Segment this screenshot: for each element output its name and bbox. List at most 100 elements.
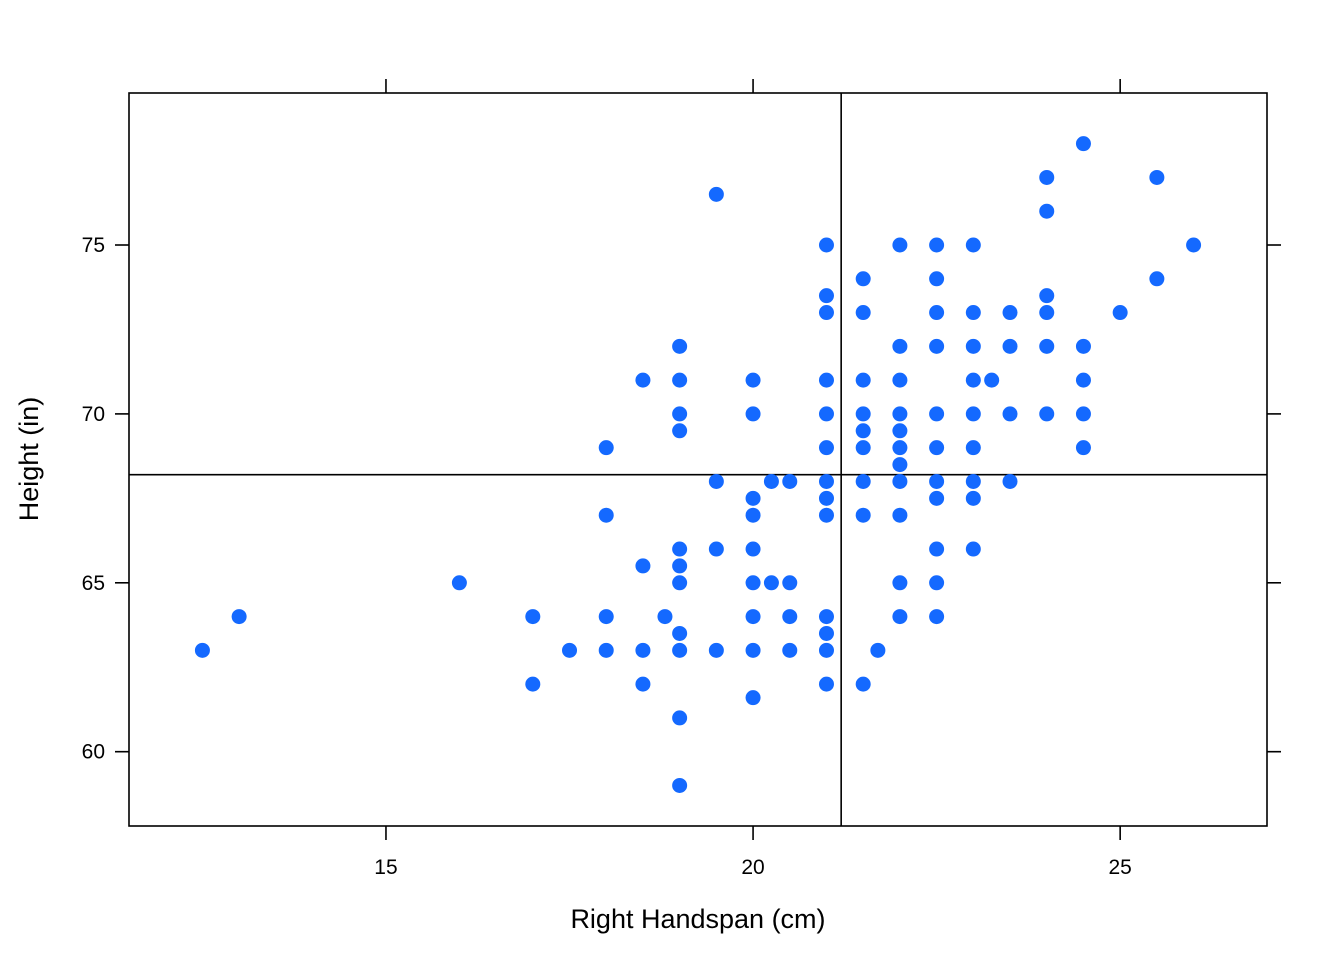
data-point-15	[672, 338, 688, 354]
data-point-93	[965, 372, 981, 388]
data-point-37	[745, 642, 761, 658]
data-point-42	[782, 575, 798, 591]
data-point-66	[855, 676, 871, 692]
data-point-88	[929, 575, 945, 591]
data-point-19	[672, 541, 688, 557]
data-point-49	[818, 406, 834, 422]
data-point-99	[984, 372, 1000, 388]
data-point-111	[1075, 338, 1091, 354]
y-axis-title: Height (in)	[14, 397, 44, 522]
data-point-40	[763, 575, 779, 591]
data-point-73	[892, 440, 908, 456]
data-point-33	[745, 507, 761, 523]
data-point-84	[929, 440, 945, 456]
data-point-60	[855, 372, 871, 388]
x-tick-label-0: 15	[374, 856, 397, 879]
data-point-31	[745, 406, 761, 422]
data-point-0	[194, 642, 210, 658]
data-point-8	[598, 609, 614, 625]
data-point-91	[965, 305, 981, 321]
data-point-64	[855, 473, 871, 489]
data-point-106	[1039, 288, 1055, 304]
data-point-1	[231, 609, 247, 625]
data-point-77	[892, 575, 908, 591]
data-point-28	[708, 541, 724, 557]
data-point-22	[672, 625, 688, 641]
data-point-12	[635, 642, 651, 658]
data-point-5	[562, 642, 578, 658]
data-point-2	[451, 575, 467, 591]
data-point-103	[1002, 473, 1018, 489]
data-point-45	[818, 237, 834, 253]
data-point-97	[965, 490, 981, 506]
data-point-115	[1112, 305, 1128, 321]
data-point-13	[635, 676, 651, 692]
data-point-46	[818, 288, 834, 304]
y-tick-label-1: 65	[82, 572, 105, 595]
data-point-112	[1075, 372, 1091, 388]
data-point-17	[672, 406, 688, 422]
data-point-81	[929, 305, 945, 321]
data-point-29	[708, 642, 724, 658]
data-point-23	[672, 642, 688, 658]
y-tick-label-0: 60	[82, 741, 105, 764]
data-point-102	[1002, 406, 1018, 422]
data-point-47	[818, 305, 834, 321]
data-point-53	[818, 507, 834, 523]
data-point-48	[818, 372, 834, 388]
data-point-62	[855, 423, 871, 439]
data-point-117	[1149, 271, 1165, 287]
data-point-70	[892, 372, 908, 388]
data-point-100	[1002, 305, 1018, 321]
data-point-14	[657, 609, 673, 625]
data-point-113	[1075, 406, 1091, 422]
data-point-20	[672, 558, 688, 574]
data-point-118	[1186, 237, 1202, 253]
data-point-56	[818, 642, 834, 658]
data-point-57	[818, 676, 834, 692]
data-point-95	[965, 440, 981, 456]
data-point-108	[1039, 338, 1055, 354]
data-point-98	[965, 541, 981, 557]
data-point-67	[870, 642, 886, 658]
data-point-86	[929, 490, 945, 506]
data-point-43	[782, 609, 798, 625]
data-point-85	[929, 473, 945, 489]
data-point-34	[745, 541, 761, 557]
data-point-41	[782, 473, 798, 489]
data-point-74	[892, 457, 908, 473]
data-point-109	[1039, 406, 1055, 422]
plot-frame	[128, 92, 1268, 827]
data-point-32	[745, 490, 761, 506]
data-point-54	[818, 609, 834, 625]
data-point-89	[929, 609, 945, 625]
data-point-78	[892, 609, 908, 625]
data-point-7	[598, 507, 614, 523]
data-point-90	[965, 237, 981, 253]
data-point-21	[672, 575, 688, 591]
data-point-101	[1002, 338, 1018, 354]
data-point-82	[929, 338, 945, 354]
data-point-69	[892, 338, 908, 354]
data-point-72	[892, 423, 908, 439]
data-point-38	[745, 690, 761, 706]
data-point-83	[929, 406, 945, 422]
data-point-110	[1075, 136, 1091, 152]
data-point-11	[635, 558, 651, 574]
data-point-16	[672, 372, 688, 388]
data-point-3	[525, 609, 541, 625]
data-point-26	[708, 186, 724, 202]
reference-lines	[129, 93, 1267, 826]
data-point-27	[708, 473, 724, 489]
x-axis-title: Right Handspan (cm)	[570, 904, 825, 934]
data-point-107	[1039, 305, 1055, 321]
data-point-50	[818, 440, 834, 456]
data-point-96	[965, 473, 981, 489]
data-point-79	[929, 237, 945, 253]
data-point-61	[855, 406, 871, 422]
data-point-35	[745, 575, 761, 591]
axis-ticks: 15 20 25 60 65 70 75	[82, 79, 1281, 879]
data-point-65	[855, 507, 871, 523]
data-point-58	[855, 271, 871, 287]
